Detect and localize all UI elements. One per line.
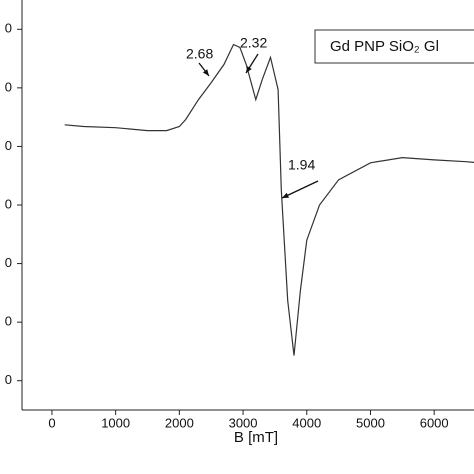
annotation: 2.32 — [240, 35, 267, 51]
annotation-arrow — [281, 180, 319, 199]
arrow-head — [282, 192, 289, 198]
x-tick-label: 6000 — [420, 415, 449, 430]
spectrum-line — [64, 43, 474, 356]
x-tick-label: 5000 — [356, 415, 385, 430]
y-tick-label: 0 — [5, 21, 12, 36]
y-tick-label: 0 — [5, 255, 12, 270]
y-tick-label: 0 — [5, 79, 12, 94]
y-tick-label: 0 — [5, 138, 12, 153]
y-tick-label: 0 — [5, 314, 12, 329]
x-axis-label: B [mT] — [234, 429, 278, 446]
y-tick-label: 0 — [5, 196, 12, 211]
legend-box — [314, 29, 474, 64]
x-tick-label: 0 — [48, 415, 55, 430]
x-tick-label: 1000 — [101, 415, 130, 430]
y-tick-label: 0 — [5, 372, 12, 387]
annotation: 1.94 — [288, 157, 315, 173]
x-tick-label: 4000 — [292, 415, 321, 430]
legend-text: Gd PNP SiO₂ Gl — [330, 38, 439, 55]
x-tick-label: 3000 — [229, 415, 258, 430]
arrow-head — [202, 69, 209, 76]
annotation: 2.68 — [186, 46, 213, 62]
x-tick-label: 2000 — [165, 415, 194, 430]
arrow-head — [246, 66, 252, 73]
